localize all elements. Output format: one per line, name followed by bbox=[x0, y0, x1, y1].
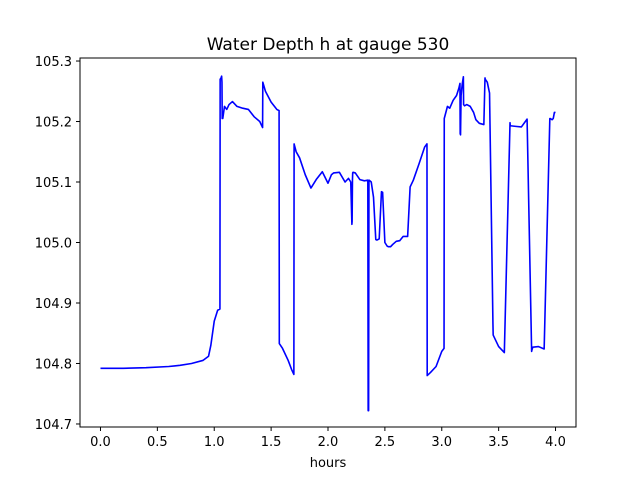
x-tick-label: 3.5 bbox=[488, 435, 509, 450]
x-tick-label: 2.0 bbox=[318, 435, 339, 450]
y-axis: 104.7 104.8 104.9 105.0 105.1 105.2 105.3 bbox=[35, 55, 80, 433]
x-tick-label: 1.0 bbox=[204, 435, 225, 450]
x-axis-label: hours bbox=[310, 456, 347, 471]
chart-title: Water Depth h at gauge 530 bbox=[207, 35, 450, 55]
x-tick-label: 1.5 bbox=[261, 435, 282, 450]
x-tick-label: 0.0 bbox=[90, 435, 111, 450]
series-line-0 bbox=[100, 75, 556, 412]
y-tick-label: 105.2 bbox=[35, 116, 72, 131]
x-tick-label: 0.5 bbox=[147, 435, 168, 450]
y-tick-label: 104.8 bbox=[35, 357, 72, 372]
x-tick-label: 4.0 bbox=[545, 435, 566, 450]
x-tick-label: 3.0 bbox=[431, 435, 452, 450]
y-tick-label: 104.9 bbox=[35, 297, 72, 312]
plot-area bbox=[100, 75, 556, 412]
y-tick-label: 104.7 bbox=[35, 418, 72, 433]
y-tick-label: 105.0 bbox=[35, 237, 72, 252]
x-axis: 0.0 0.5 1.0 1.5 2.0 2.5 3.0 3.5 4.0 bbox=[90, 427, 566, 450]
y-tick-label: 105.3 bbox=[35, 55, 72, 70]
x-tick-label: 2.5 bbox=[375, 435, 396, 450]
y-tick-label: 105.1 bbox=[35, 176, 72, 191]
